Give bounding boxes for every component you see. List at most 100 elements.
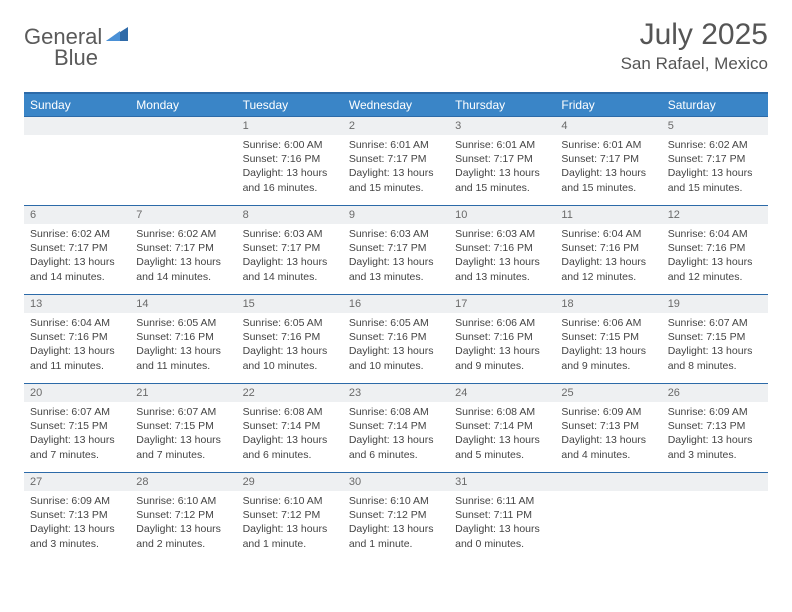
sunset-text: Sunset: 7:17 PM: [349, 152, 443, 166]
location-label: San Rafael, Mexico: [621, 54, 768, 74]
day-body: Sunrise: 6:10 AMSunset: 7:12 PMDaylight:…: [130, 491, 236, 557]
title-block: July 2025 San Rafael, Mexico: [621, 18, 768, 74]
sunrise-text: Sunrise: 6:08 AM: [455, 405, 549, 419]
sunset-text: Sunset: 7:14 PM: [455, 419, 549, 433]
day-number: [24, 117, 130, 135]
day-cell: 13Sunrise: 6:04 AMSunset: 7:16 PMDayligh…: [24, 295, 130, 383]
day-cell: 11Sunrise: 6:04 AMSunset: 7:16 PMDayligh…: [555, 206, 661, 294]
day-body: [555, 491, 661, 500]
week-row: 6Sunrise: 6:02 AMSunset: 7:17 PMDaylight…: [24, 205, 768, 294]
day-body: Sunrise: 6:03 AMSunset: 7:17 PMDaylight:…: [343, 224, 449, 290]
day-body: Sunrise: 6:08 AMSunset: 7:14 PMDaylight:…: [449, 402, 555, 468]
daylight-text: Daylight: 13 hours and 5 minutes.: [455, 433, 549, 461]
daylight-text: Daylight: 13 hours and 9 minutes.: [455, 344, 549, 372]
sunrise-text: Sunrise: 6:07 AM: [668, 316, 762, 330]
day-body: Sunrise: 6:08 AMSunset: 7:14 PMDaylight:…: [237, 402, 343, 468]
day-number: 2: [343, 117, 449, 135]
sunset-text: Sunset: 7:16 PM: [243, 330, 337, 344]
sunset-text: Sunset: 7:15 PM: [30, 419, 124, 433]
day-cell: 16Sunrise: 6:05 AMSunset: 7:16 PMDayligh…: [343, 295, 449, 383]
day-cell: 19Sunrise: 6:07 AMSunset: 7:15 PMDayligh…: [662, 295, 768, 383]
day-body: Sunrise: 6:10 AMSunset: 7:12 PMDaylight:…: [237, 491, 343, 557]
sunrise-text: Sunrise: 6:02 AM: [136, 227, 230, 241]
sunrise-text: Sunrise: 6:01 AM: [349, 138, 443, 152]
sunrise-text: Sunrise: 6:11 AM: [455, 494, 549, 508]
sunset-text: Sunset: 7:13 PM: [30, 508, 124, 522]
day-cell: 15Sunrise: 6:05 AMSunset: 7:16 PMDayligh…: [237, 295, 343, 383]
sunrise-text: Sunrise: 6:00 AM: [243, 138, 337, 152]
sunrise-text: Sunrise: 6:06 AM: [455, 316, 549, 330]
day-body: Sunrise: 6:02 AMSunset: 7:17 PMDaylight:…: [130, 224, 236, 290]
day-body: Sunrise: 6:01 AMSunset: 7:17 PMDaylight:…: [449, 135, 555, 201]
sunset-text: Sunset: 7:17 PM: [136, 241, 230, 255]
day-body: Sunrise: 6:08 AMSunset: 7:14 PMDaylight:…: [343, 402, 449, 468]
day-body: Sunrise: 6:07 AMSunset: 7:15 PMDaylight:…: [130, 402, 236, 468]
day-number: 15: [237, 295, 343, 313]
day-number: 14: [130, 295, 236, 313]
day-number: [130, 117, 236, 135]
day-number: 30: [343, 473, 449, 491]
sunset-text: Sunset: 7:17 PM: [30, 241, 124, 255]
sunset-text: Sunset: 7:17 PM: [561, 152, 655, 166]
day-cell: 31Sunrise: 6:11 AMSunset: 7:11 PMDayligh…: [449, 473, 555, 561]
day-cell: 8Sunrise: 6:03 AMSunset: 7:17 PMDaylight…: [237, 206, 343, 294]
day-body: Sunrise: 6:05 AMSunset: 7:16 PMDaylight:…: [130, 313, 236, 379]
daylight-text: Daylight: 13 hours and 8 minutes.: [668, 344, 762, 372]
day-number: 28: [130, 473, 236, 491]
day-body: Sunrise: 6:01 AMSunset: 7:17 PMDaylight:…: [343, 135, 449, 201]
day-number: 22: [237, 384, 343, 402]
day-number: 1: [237, 117, 343, 135]
week-row: 20Sunrise: 6:07 AMSunset: 7:15 PMDayligh…: [24, 383, 768, 472]
sunrise-text: Sunrise: 6:09 AM: [561, 405, 655, 419]
day-body: Sunrise: 6:09 AMSunset: 7:13 PMDaylight:…: [24, 491, 130, 557]
day-cell: 28Sunrise: 6:10 AMSunset: 7:12 PMDayligh…: [130, 473, 236, 561]
sunset-text: Sunset: 7:17 PM: [243, 241, 337, 255]
day-body: Sunrise: 6:09 AMSunset: 7:13 PMDaylight:…: [555, 402, 661, 468]
sunset-text: Sunset: 7:16 PM: [455, 330, 549, 344]
day-body: Sunrise: 6:11 AMSunset: 7:11 PMDaylight:…: [449, 491, 555, 557]
page-header: General July 2025 San Rafael, Mexico: [24, 18, 768, 74]
daylight-text: Daylight: 13 hours and 14 minutes.: [136, 255, 230, 283]
day-number: 31: [449, 473, 555, 491]
sunset-text: Sunset: 7:13 PM: [668, 419, 762, 433]
day-cell: [24, 117, 130, 205]
day-number: 21: [130, 384, 236, 402]
daylight-text: Daylight: 13 hours and 15 minutes.: [561, 166, 655, 194]
sunrise-text: Sunrise: 6:01 AM: [561, 138, 655, 152]
day-number: 23: [343, 384, 449, 402]
day-body: Sunrise: 6:02 AMSunset: 7:17 PMDaylight:…: [24, 224, 130, 290]
day-number: 13: [24, 295, 130, 313]
sunrise-text: Sunrise: 6:04 AM: [561, 227, 655, 241]
daylight-text: Daylight: 13 hours and 7 minutes.: [136, 433, 230, 461]
day-cell: 12Sunrise: 6:04 AMSunset: 7:16 PMDayligh…: [662, 206, 768, 294]
sunrise-text: Sunrise: 6:04 AM: [30, 316, 124, 330]
daylight-text: Daylight: 13 hours and 14 minutes.: [30, 255, 124, 283]
sunrise-text: Sunrise: 6:02 AM: [668, 138, 762, 152]
sunrise-text: Sunrise: 6:03 AM: [349, 227, 443, 241]
day-cell: 14Sunrise: 6:05 AMSunset: 7:16 PMDayligh…: [130, 295, 236, 383]
month-title: July 2025: [621, 18, 768, 52]
daylight-text: Daylight: 13 hours and 4 minutes.: [561, 433, 655, 461]
brand-line2: Blue: [54, 45, 98, 71]
day-cell: 22Sunrise: 6:08 AMSunset: 7:14 PMDayligh…: [237, 384, 343, 472]
day-of-week-row: SundayMondayTuesdayWednesdayThursdayFrid…: [24, 94, 768, 116]
triangle-icon: [106, 25, 128, 46]
day-number: 5: [662, 117, 768, 135]
sunrise-text: Sunrise: 6:05 AM: [243, 316, 337, 330]
daylight-text: Daylight: 13 hours and 11 minutes.: [136, 344, 230, 372]
daylight-text: Daylight: 13 hours and 10 minutes.: [243, 344, 337, 372]
day-number: 12: [662, 206, 768, 224]
daylight-text: Daylight: 13 hours and 16 minutes.: [243, 166, 337, 194]
daylight-text: Daylight: 13 hours and 2 minutes.: [136, 522, 230, 550]
day-cell: [662, 473, 768, 561]
sunset-text: Sunset: 7:12 PM: [243, 508, 337, 522]
day-cell: 26Sunrise: 6:09 AMSunset: 7:13 PMDayligh…: [662, 384, 768, 472]
daylight-text: Daylight: 13 hours and 1 minute.: [349, 522, 443, 550]
sunrise-text: Sunrise: 6:07 AM: [30, 405, 124, 419]
sunset-text: Sunset: 7:15 PM: [136, 419, 230, 433]
day-number: 27: [24, 473, 130, 491]
sunrise-text: Sunrise: 6:03 AM: [455, 227, 549, 241]
day-body: Sunrise: 6:05 AMSunset: 7:16 PMDaylight:…: [237, 313, 343, 379]
day-cell: 9Sunrise: 6:03 AMSunset: 7:17 PMDaylight…: [343, 206, 449, 294]
daylight-text: Daylight: 13 hours and 0 minutes.: [455, 522, 549, 550]
